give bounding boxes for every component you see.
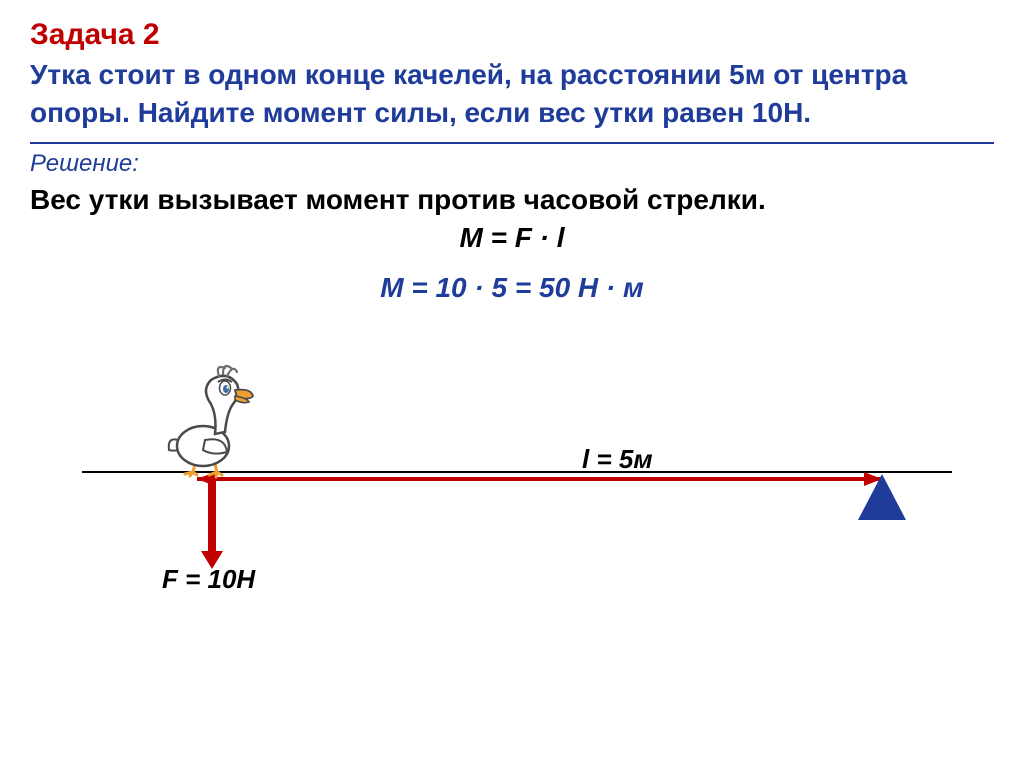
lever-diagram: l = 5м F = 10Н bbox=[52, 332, 972, 592]
lever-length-label: l = 5м bbox=[582, 444, 653, 475]
force-label: F = 10Н bbox=[162, 564, 255, 595]
solution-label: Решение: bbox=[30, 150, 994, 178]
problem-statement: Утка стоит в одном конце качелей, на рас… bbox=[30, 56, 994, 132]
solution-text-1: Вес утки вызывает момент против часовой … bbox=[30, 184, 994, 216]
calculation: M = 10 · 5 = 50 Н · м bbox=[30, 272, 994, 304]
duck-icon bbox=[169, 366, 253, 477]
divider bbox=[30, 142, 994, 144]
diagram-svg bbox=[52, 332, 972, 592]
problem-title: Задача 2 bbox=[30, 18, 994, 52]
formula: M = F · l bbox=[30, 222, 994, 254]
